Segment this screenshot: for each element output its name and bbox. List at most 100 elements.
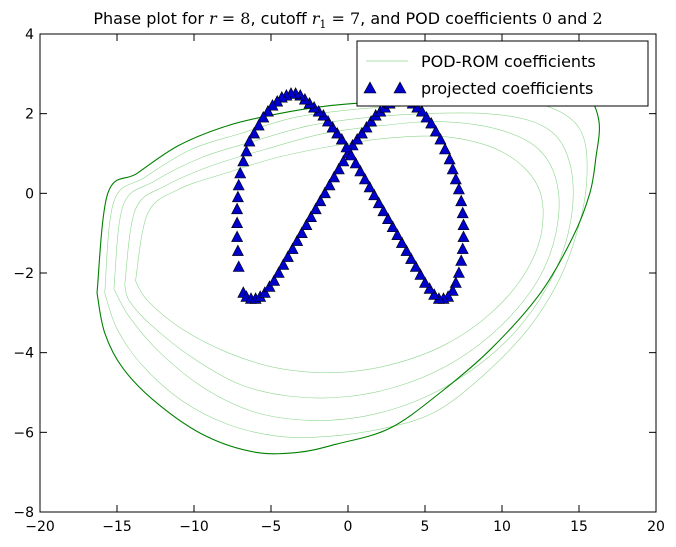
projected-coefficient-marker (268, 274, 281, 286)
x-tick-label: 0 (344, 519, 353, 535)
projected-coefficient-marker (449, 172, 462, 185)
projected-coefficient-marker (363, 180, 376, 193)
legend-marker-projected-1 (363, 81, 377, 94)
projected-coefficient-marker (443, 152, 456, 165)
y-tick-label: −6 (13, 425, 34, 441)
title-r-eq: = 8 (217, 9, 251, 28)
projected-coefficient-marker (456, 206, 469, 219)
title-r1-eq: = 7 (326, 9, 360, 28)
projected-coefficient-marker (322, 114, 334, 127)
projected-coefficient-marker (305, 210, 317, 222)
projected-coefficient-marker (323, 178, 336, 191)
projected-coefficient-marker (455, 194, 468, 207)
projected-coefficient-marker (351, 132, 364, 145)
projected-coefficient-marker (428, 288, 441, 300)
pod-rom-inner-trajectory (135, 135, 544, 374)
projected-coefficient-marker (314, 194, 327, 207)
projected-coefficient-marker (354, 164, 367, 177)
projected-coefficient-marker (261, 105, 274, 117)
projected-coefficient-marker (257, 110, 270, 123)
projected-coefficient-marker (414, 268, 427, 280)
x-tick-label: −15 (102, 519, 132, 535)
y-tick-label: 4 (25, 27, 34, 43)
projected-coefficient-marker (345, 148, 358, 161)
title-prefix: Phase plot for (93, 9, 209, 28)
projected-coefficient-marker (234, 166, 247, 179)
projected-coefficient-marker (456, 242, 469, 254)
projected-coefficient-marker (449, 276, 462, 288)
projected-coefficient-marker (372, 196, 385, 209)
projected-coefficient-marker (434, 132, 447, 145)
projected-coefficient-marker (337, 154, 350, 167)
projected-coefficient-marker (360, 120, 373, 133)
series-layer (96, 85, 600, 455)
projected-coefficient-marker (415, 105, 428, 117)
legend-label-projected: projected coefficients (421, 79, 593, 98)
projected-coefficient-marker (335, 132, 348, 145)
projected-coefficient-marker (349, 156, 362, 169)
y-tick-label: −4 (13, 346, 34, 362)
pod-rom-inner-trajectory (113, 112, 574, 421)
title-c0: 0 (542, 9, 552, 28)
projected-coefficient-marker (358, 172, 371, 185)
y-tick-label: −8 (13, 505, 34, 521)
projected-coefficient-marker (240, 144, 253, 157)
title-r1-var: r (312, 9, 321, 28)
projected-coefficient-marker (309, 202, 322, 215)
projected-coefficient-marker (382, 212, 394, 224)
pod-rom-limit-cycle (96, 85, 600, 455)
projected-coefficient-marker (429, 124, 442, 137)
projected-coefficient-marker (237, 154, 250, 167)
y-tick-label: 0 (25, 186, 34, 202)
projected-coefficient-marker (386, 220, 399, 232)
projected-coefficient-marker (243, 134, 256, 147)
x-tick-label: −5 (261, 519, 282, 535)
title-c2: 2 (592, 9, 602, 28)
projected-coefficient-marker (457, 230, 470, 242)
title-suffix: , and POD coefficients (360, 9, 542, 28)
legend: POD-ROM coefficients projected coefficie… (356, 40, 649, 107)
projected-coefficient-marker (405, 252, 418, 264)
title-mid: , cutoff (250, 9, 311, 28)
y-tick-label: 2 (25, 107, 34, 123)
pod-rom-inner-trajectory (104, 100, 588, 438)
projected-coefficient-marker (231, 244, 244, 256)
projected-coefficient-marker (248, 126, 261, 139)
projected-coefficient-marker (395, 236, 408, 248)
projected-coefficient-marker (355, 126, 368, 139)
projected-coefficient-marker (425, 116, 438, 129)
projected-coefficient-marker (263, 280, 276, 292)
projected-coefficient-marker (368, 188, 381, 201)
title-r-var: r (209, 9, 218, 28)
projected-coefficient-marker (291, 234, 304, 246)
legend-box (356, 40, 649, 107)
projected-coefficient-marker (231, 216, 244, 228)
projected-coefficient-marker (423, 282, 436, 294)
x-tick-label: 10 (493, 519, 511, 535)
projected-coefficient-marker (286, 242, 299, 254)
projected-coefficient-marker (452, 266, 465, 278)
x-tick-label: −10 (179, 519, 209, 535)
projected-coefficient-marker (318, 186, 331, 199)
projected-coefficient-marker (300, 218, 313, 230)
x-tick-label: 5 (421, 519, 430, 535)
projected-coefficient-marker (452, 182, 465, 195)
chart-title: Phase plot for r = 8, cutoff r1 = 7, and… (93, 9, 602, 31)
projected-coefficient-marker (281, 250, 294, 262)
projected-coefficient-marker (272, 266, 285, 278)
projected-coefficient-marker (391, 228, 404, 240)
projected-coefficient-marker (340, 140, 353, 153)
x-tick-label: 15 (570, 519, 588, 535)
projected-coefficient-marker (277, 258, 290, 270)
projected-coefficient-marker (326, 120, 339, 133)
projected-coefficient-marker (331, 126, 344, 139)
title-r1-sub: 1 (319, 18, 326, 31)
projected-coefficient-marker (252, 118, 265, 131)
projected-coefficient-marker (258, 286, 271, 298)
projected-coefficient-marker (328, 170, 341, 183)
legend-marker-projected-2 (393, 81, 407, 94)
projected-coefficient-marker (231, 190, 244, 203)
projected-coefficient-marker (231, 230, 244, 242)
